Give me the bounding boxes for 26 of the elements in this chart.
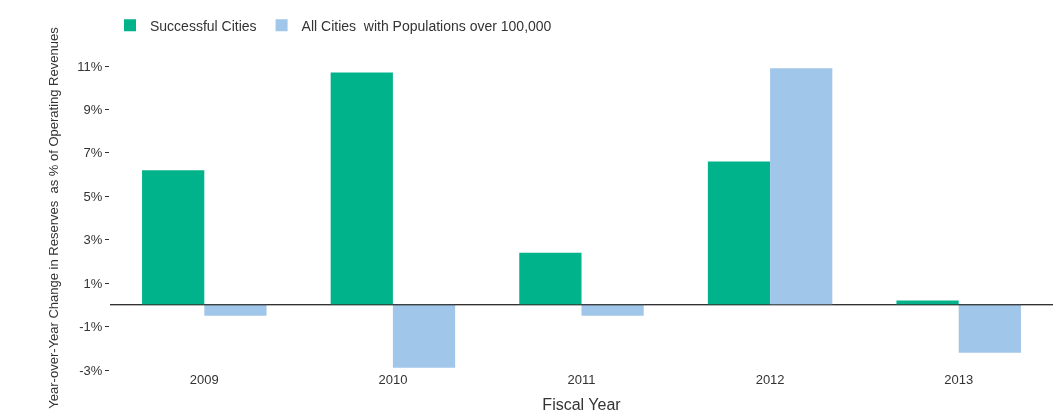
y-tick-label: 5%: [83, 188, 103, 204]
y-tick-label: 1%: [83, 275, 103, 291]
bar: [581, 304, 644, 316]
y-tick-label: 3%: [83, 232, 103, 248]
bar: [204, 304, 267, 316]
y-tick-label: -3%: [79, 362, 103, 378]
x-tick-label: 2011: [567, 372, 596, 387]
y-tick-label: 9%: [83, 101, 103, 117]
bar: [958, 304, 1021, 353]
y-tick-label: -1%: [79, 319, 103, 335]
y-tick-label: 7%: [83, 145, 103, 161]
legend-label: Successful Cities: [150, 17, 257, 34]
bar: [392, 304, 456, 368]
bar: [519, 252, 582, 305]
y-axis-title: Year-over-Year Change in Reserves as % of Operating Revenues: [46, 26, 62, 409]
x-tick-label: 2013: [944, 372, 974, 387]
x-tick-label: 2009: [189, 372, 219, 387]
x-tick-label: 2010: [378, 372, 408, 387]
bar: [142, 170, 205, 305]
x-axis-title: Fiscal Year: [542, 395, 622, 413]
bar: [707, 161, 771, 305]
bar: [330, 72, 393, 305]
legend-label: All Cities with Populations over 100,000: [301, 17, 552, 34]
x-tick-label: 2012: [755, 372, 785, 387]
y-tick-label: 11%: [77, 58, 103, 74]
bar: [770, 68, 833, 305]
